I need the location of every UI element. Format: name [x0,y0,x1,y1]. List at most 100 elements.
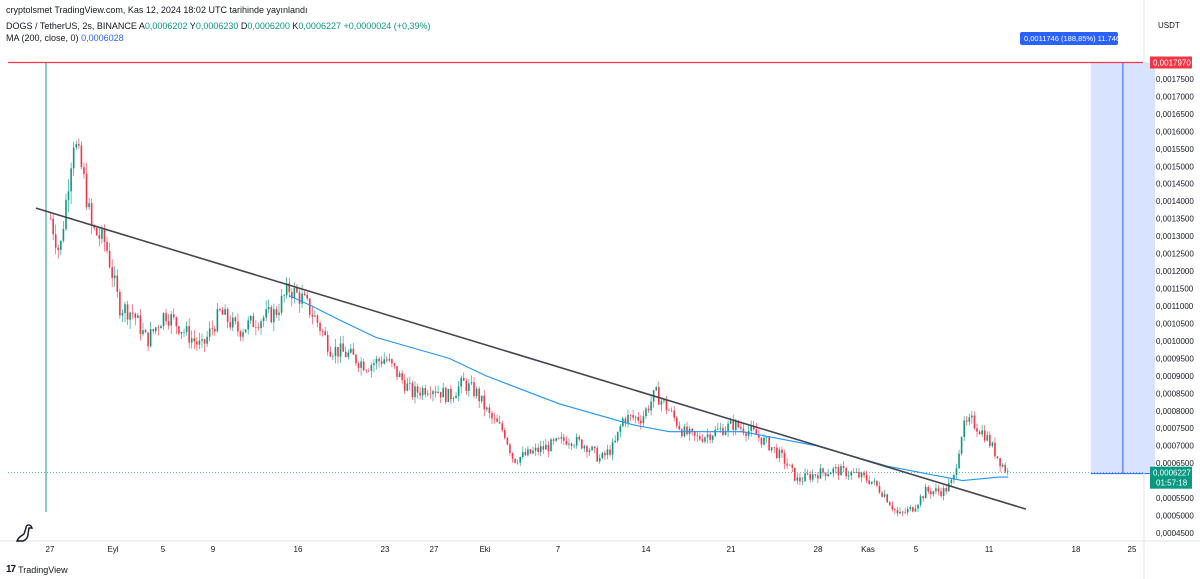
candle-body [108,250,111,268]
candle-body [421,388,424,396]
candle-body [473,382,475,397]
candle-body [103,229,106,243]
candle-body [596,448,598,462]
ohlc-values: A0,0006202 Y0,0006230 D0,0006200 K0,0006… [139,21,344,31]
candle-body [675,417,678,426]
candle-body [547,444,550,452]
candle-body [835,467,837,469]
candle-body [894,509,896,511]
y-tick-label: 0,0013500 [1156,215,1194,224]
candle-body [781,449,783,454]
measure-label: 0,0011746 (188,85%) 11.746 [1024,34,1120,43]
candle-body [267,307,270,310]
candle-body [249,316,252,321]
candle-body [842,466,845,469]
candle-body [285,283,288,296]
candle-body [717,428,719,430]
candle-body [288,283,291,293]
candle-body [352,348,355,355]
candle-body [178,326,180,334]
candle-body [483,395,486,410]
candle-body [373,363,375,366]
candle-body [770,447,773,451]
candle-body [509,444,511,454]
candle-body [116,275,119,292]
candle-body [763,437,765,445]
candle-body [778,449,781,458]
y-tick-label: 0,0008500 [1156,389,1194,398]
candle-body [221,309,224,315]
candle-body [786,463,788,466]
brand-name: TradingView [18,564,68,575]
candle-body [255,327,257,328]
candle-body [93,225,96,229]
ma-legend[interactable]: MA (200, close, 0) 0,0006028 [6,33,124,44]
y-tick-label: 0,0005000 [1156,512,1194,521]
candle-body [196,341,198,345]
candle-body [734,421,737,431]
candle-body [344,351,347,358]
candle-body [275,309,278,315]
y-tick-label: 0,0017500 [1156,75,1194,84]
candle-body [57,247,60,250]
countdown-value: 01:57:18 [1156,479,1188,488]
candle-body [67,191,70,200]
candle-body [552,439,555,441]
candle-body [580,439,583,449]
candle-body [668,410,670,411]
candle-body [752,425,755,430]
candle-body [214,328,216,332]
candle-body [319,322,321,331]
candle-body [853,471,855,473]
candle-body [385,359,388,361]
candle-body [640,420,642,424]
candle-body [1001,464,1004,467]
candle-body [963,420,965,438]
footer[interactable]: 17 TradingView [6,564,68,575]
ohlc-label: Y [189,21,196,31]
candle-body [409,382,411,384]
candle-body [291,292,293,299]
candle-body [360,361,362,368]
symbol-legend[interactable]: DOGS / TetherUS, 2s, BINANCE A0,0006202 … [6,21,431,32]
candle-body [822,468,824,473]
candle-body [337,347,339,357]
candle-body [393,363,396,367]
candle-body [971,415,973,418]
candle-body [909,507,912,509]
candle-body [994,442,996,457]
y-tick-label: 0,0013000 [1156,232,1194,241]
candle-body [231,317,234,328]
candle-body [147,332,149,347]
candle-body [480,395,483,402]
candle-body [170,314,172,326]
x-tick-label: 16 [294,545,303,554]
candle-body [375,358,378,364]
candle-body [811,474,814,480]
candle-body [532,450,534,454]
candle-body [850,471,853,476]
candle-body [704,437,706,442]
candle-body [637,416,640,421]
candle-body [819,468,822,479]
candle-body [111,267,113,279]
dino-icon [15,524,34,542]
candle-body [817,475,819,479]
y-tick-label: 0,0007500 [1156,424,1194,433]
candle-body [447,388,450,402]
candle-body [711,435,714,440]
candle-body [403,380,406,391]
candle-body [388,359,391,361]
candle-body [324,331,326,335]
candle-body [126,304,129,320]
candle-body [655,387,658,391]
candle-body [930,491,932,495]
candle-body [106,242,108,251]
candle-body [357,363,360,368]
candle-body [60,240,62,250]
candle-body [162,313,165,327]
candle-body [783,453,786,464]
candle-body [262,317,265,322]
y-tick-label: 0,0014500 [1156,180,1194,189]
